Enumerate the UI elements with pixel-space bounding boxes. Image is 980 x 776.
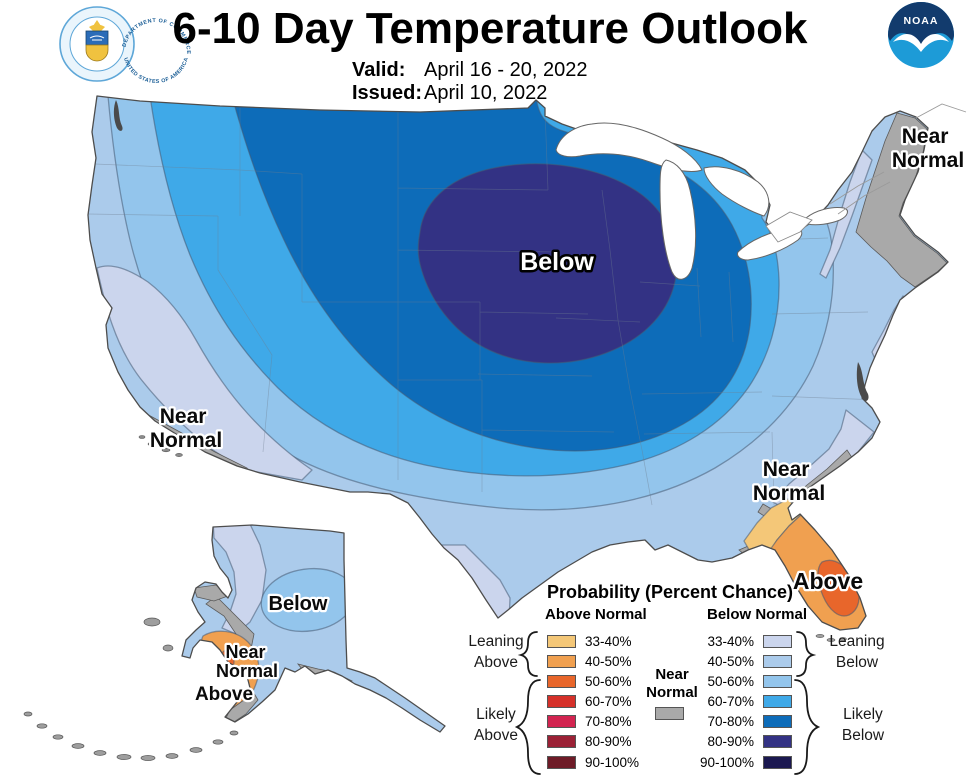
- lake-huron: [703, 166, 770, 217]
- swatch-below-70-80: [763, 715, 792, 728]
- range-below-40-50: 40-50%: [707, 654, 754, 669]
- group-likely-above: Likely Above: [451, 704, 541, 746]
- likely-below-line2: Below: [841, 727, 885, 744]
- label-florida-above: Above: [793, 568, 863, 594]
- range-below-90-100: 90-100%: [699, 755, 754, 770]
- near-normal-new-england: [855, 112, 948, 288]
- near-normal-line2: Normal: [646, 684, 698, 701]
- swatch-near-normal: [655, 707, 684, 720]
- label-alaska-below: Below: [269, 593, 328, 615]
- range-below-70-80: 70-80%: [707, 714, 754, 729]
- legend: Probability (Percent Chance) Above Norma…: [440, 578, 980, 776]
- chesapeake-bay: [856, 362, 869, 401]
- channel-islands: [138, 435, 183, 457]
- swatch-above-90-100: [547, 756, 576, 769]
- valid-row: Valid: April 16 - 20, 2022: [352, 59, 587, 82]
- brace-likely-above: [514, 679, 541, 775]
- range-below-50-60: 50-60%: [707, 674, 754, 689]
- range-below-80-90: 80-90%: [707, 734, 754, 749]
- swatch-below-80-90: [763, 735, 792, 748]
- near-normal-line1: Near: [655, 666, 689, 683]
- range-above-40-50: 40-50%: [585, 654, 632, 669]
- leaning-above-line1: Leaning: [468, 633, 524, 650]
- ontario-peninsula: [765, 211, 813, 243]
- swatch-below-33-40: [763, 635, 792, 648]
- group-leaning-above: Leaning Above: [451, 631, 541, 673]
- group-leaning-below: Leaning Below: [812, 631, 902, 673]
- label-near-normal-southeast: Near Normal: [753, 458, 825, 505]
- valid-value: April 16 - 20, 2022: [424, 59, 588, 81]
- label-near-normal-west: Near Normal: [150, 405, 222, 452]
- swatch-above-50-60: [547, 675, 576, 688]
- leaning-above-line2: Above: [474, 654, 518, 671]
- svg-text:UNITED STATES OF AMERICA: UNITED STATES OF AMERICA: [122, 57, 190, 85]
- noaa-top-wave: [888, 2, 954, 45]
- doc-eagle: [89, 20, 105, 31]
- puget-sound: [113, 100, 123, 131]
- range-above-80-90: 80-90%: [585, 734, 632, 749]
- legend-near-normal-header: Near Normal: [637, 666, 707, 702]
- swatch-below-50-60: [763, 675, 792, 688]
- state-borders: [88, 108, 881, 506]
- likely-above-line1: Likely: [476, 706, 516, 723]
- swatch-below-40-50: [763, 655, 792, 668]
- map-details: [113, 100, 967, 642]
- range-above-33-40: 33-40%: [585, 634, 632, 649]
- swatch-above-40-50: [547, 655, 576, 668]
- conus-band-below-80-90: [417, 163, 678, 364]
- issued-row: Issued:April 10, 2022: [352, 82, 587, 105]
- label-near-normal-northeast: Near Normal: [892, 125, 964, 172]
- swatch-below-60-70: [763, 695, 792, 708]
- swatch-above-70-80: [547, 715, 576, 728]
- brace-leaning-above: [517, 631, 538, 677]
- svg-text:NOAA: NOAA: [904, 15, 939, 27]
- noaa-logo: NOAA: [888, 2, 954, 68]
- legend-braces: [514, 631, 821, 775]
- label-alaska-above: Above: [195, 684, 253, 705]
- range-above-60-70: 60-70%: [585, 694, 632, 709]
- leaning-below-line1: Leaning: [829, 633, 885, 650]
- likely-above-line2: Above: [474, 727, 518, 744]
- page-title: 6-10 Day Temperature Outlook: [172, 4, 808, 53]
- alaska-coastline: [181, 524, 446, 733]
- st-lawrence-river: [829, 103, 967, 215]
- range-below-60-70: 60-70%: [707, 694, 754, 709]
- range-above-70-80: 70-80%: [585, 714, 632, 729]
- great-lakes: [555, 122, 848, 280]
- label-conus-below: Below: [520, 248, 594, 276]
- range-above-50-60: 50-60%: [585, 674, 632, 689]
- swatch-above-33-40: [547, 635, 576, 648]
- legend-below-header: Below Normal: [707, 606, 808, 623]
- valid-label: Valid:: [352, 59, 406, 81]
- band-pale-california: [96, 265, 313, 481]
- alaska-band-pale-west: [212, 525, 267, 635]
- legend-title: Probability (Percent Chance): [546, 582, 794, 602]
- issued-label: Issued:: [352, 82, 423, 104]
- noaa-gull-icon: [893, 34, 949, 52]
- range-below-33-40: 33-40%: [707, 634, 754, 649]
- aleutian-islands: [23, 617, 239, 761]
- doc-shield-base: [85, 44, 109, 62]
- label-alaska-near-normal: Near Normal: [216, 642, 278, 681]
- issued-value: April 10, 2022: [424, 82, 548, 104]
- swatch-below-90-100: [763, 756, 792, 769]
- leaning-below-line2: Below: [835, 654, 879, 671]
- lake-michigan: [659, 159, 697, 280]
- brace-leaning-below: [796, 631, 817, 677]
- brace-likely-below: [794, 679, 821, 775]
- range-above-90-100: 90-100%: [585, 755, 640, 770]
- lake-superior: [555, 122, 703, 173]
- swatch-above-80-90: [547, 735, 576, 748]
- validity-block: Valid: April 16 - 20, 2022 Issued:April 1…: [352, 59, 587, 105]
- legend-above-header: Above Normal: [545, 606, 647, 623]
- swatch-above-60-70: [547, 695, 576, 708]
- likely-below-line1: Likely: [843, 706, 883, 723]
- florida-keys: [815, 634, 847, 642]
- group-likely-below: Likely Below: [818, 704, 908, 746]
